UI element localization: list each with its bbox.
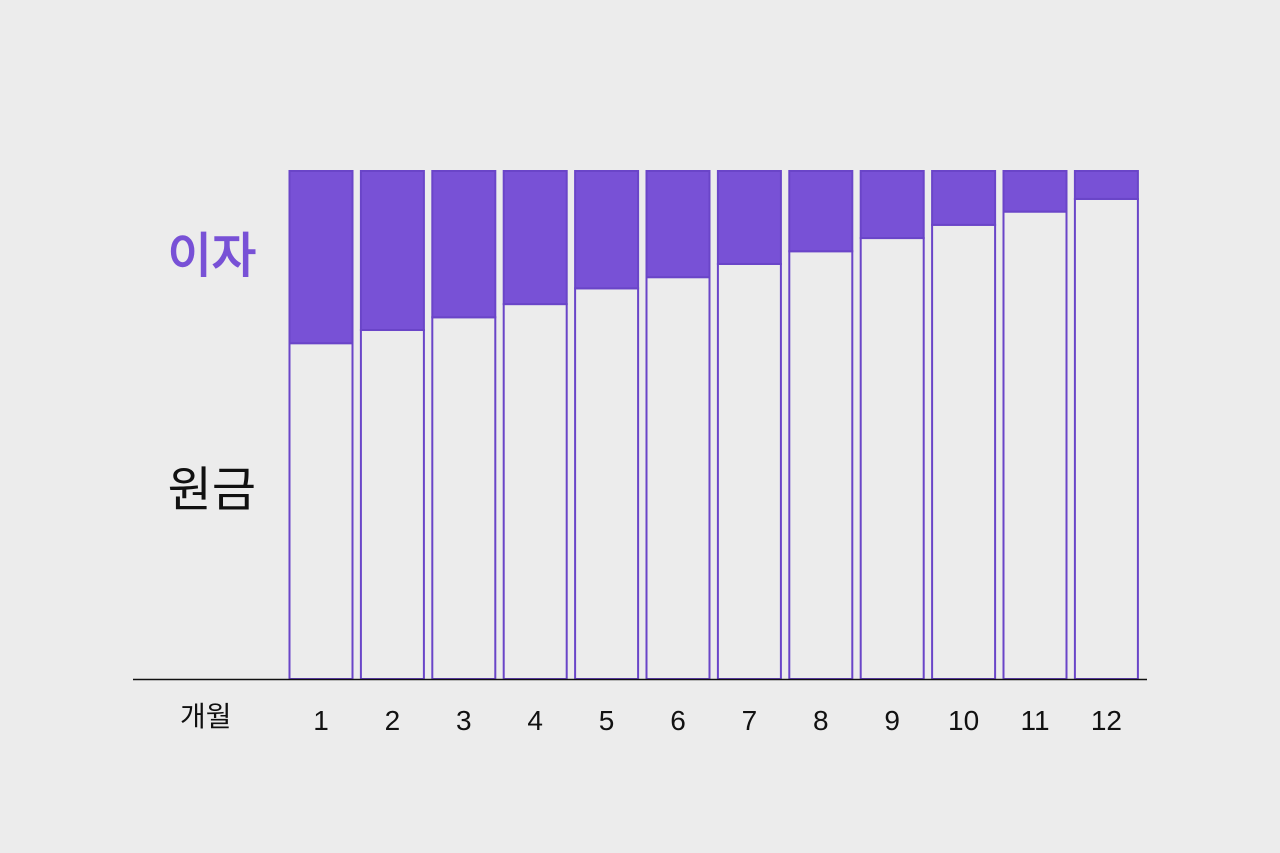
bar-group	[931, 170, 997, 681]
bar-interest	[1073, 170, 1139, 200]
bar-interest	[931, 170, 997, 226]
bar-group	[431, 170, 497, 680]
x-tick-label: 4	[527, 705, 543, 736]
x-tick-label: 10	[948, 705, 979, 736]
bar-interest	[574, 170, 640, 290]
bar-interest	[859, 170, 925, 240]
bar-interest	[288, 170, 354, 345]
x-tick-label: 1	[313, 705, 329, 736]
bar-group	[1073, 170, 1139, 680]
bar-group	[288, 170, 354, 680]
x-tick-label: 3	[456, 705, 472, 736]
bar-principal	[574, 287, 640, 680]
bar-principal	[1002, 210, 1068, 680]
bar-principal	[1073, 197, 1139, 680]
bar-principal	[931, 223, 997, 681]
bar-group	[359, 170, 425, 680]
legend-label-interest: 이자	[167, 228, 256, 284]
bar-principal	[502, 303, 568, 680]
bar-principal	[788, 250, 854, 680]
bar-interest	[502, 170, 568, 306]
bar-principal	[431, 316, 497, 680]
bar-group	[645, 170, 711, 680]
x-tick-label: 5	[599, 705, 615, 736]
x-tick-label: 7	[742, 705, 758, 736]
bar-group	[502, 170, 568, 680]
bar-interest	[359, 170, 425, 332]
bar-principal	[288, 342, 354, 680]
bar-principal	[359, 329, 425, 680]
bar-group	[1002, 170, 1068, 680]
bar-group	[859, 170, 925, 680]
bar-interest	[716, 170, 782, 265]
x-tick-label: 12	[1091, 705, 1122, 736]
x-tick-label: 6	[670, 705, 686, 736]
legend-label-principal: 원금	[167, 462, 256, 518]
bar-principal	[859, 237, 925, 680]
bar-interest	[1002, 170, 1068, 213]
bar-interest	[431, 170, 497, 319]
bar-group	[788, 170, 854, 680]
x-tick-label: 8	[813, 705, 829, 736]
x-tick-label: 2	[385, 705, 401, 736]
bar-principal	[645, 276, 711, 680]
bar-principal	[716, 262, 782, 680]
x-axis-title: 개월	[180, 700, 232, 733]
bar-interest	[645, 170, 711, 279]
x-tick-label: 9	[884, 705, 900, 736]
bar-group	[574, 170, 640, 680]
bar-group	[716, 170, 782, 680]
x-tick-label: 11	[1020, 705, 1049, 736]
bar-interest	[788, 170, 854, 253]
